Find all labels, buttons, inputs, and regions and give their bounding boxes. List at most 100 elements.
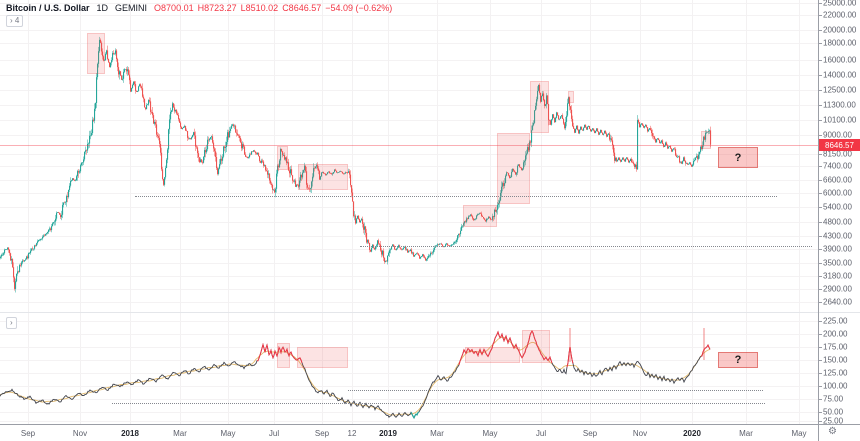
indicator-pane[interactable]	[0, 312, 818, 424]
pane-separator[interactable]	[0, 312, 860, 313]
indicator-axis-tick	[818, 321, 822, 322]
supply-zone[interactable]	[87, 33, 105, 74]
supply-zone[interactable]	[277, 146, 288, 170]
time-axis-label: Mar	[739, 429, 753, 438]
symbol-legend[interactable]: Bitcoin / U.S. Dollar 1D GEMINI O8700.01 H87…	[6, 3, 396, 13]
supply-zone[interactable]	[530, 81, 549, 133]
time-axis-year-label: 2018	[121, 429, 139, 438]
price-axis-label: 4300.00	[823, 231, 852, 241]
main-chart-pane[interactable]	[0, 0, 818, 312]
time-axis-year-label: 2019	[379, 429, 397, 438]
price-axis-tick	[818, 263, 822, 264]
supply-zone[interactable]	[463, 205, 497, 227]
time-axis-label: Mar	[430, 429, 444, 438]
price-axis-label: 7400.00	[823, 161, 852, 171]
grid-line-horizontal	[0, 421, 818, 422]
grid-line-horizontal	[0, 373, 818, 374]
grid-line-horizontal	[0, 249, 818, 250]
grid-line-vertical	[640, 0, 641, 424]
price-axis-tick	[818, 15, 822, 16]
question-zone[interactable]: ?	[718, 352, 758, 368]
current-price-line	[0, 145, 818, 146]
indicator-axis-label: 150.00	[823, 355, 848, 365]
price-axis-tick	[818, 193, 822, 194]
indicator-zone[interactable]	[522, 330, 550, 363]
time-axis-label: May	[482, 429, 498, 438]
indicator-collapse-toggle[interactable]: ›	[6, 317, 17, 329]
price-axis-label: 9000.00	[823, 130, 852, 140]
grid-line-vertical	[352, 0, 353, 424]
grid-line-horizontal	[0, 399, 818, 400]
grid-line-vertical	[590, 0, 591, 424]
grid-line-vertical	[799, 0, 800, 424]
indicator-axis-tick	[818, 347, 822, 348]
grid-line-horizontal	[0, 90, 818, 91]
price-axis-label: 20000.00	[823, 25, 857, 35]
price-axis-tick	[818, 90, 822, 91]
grid-line-horizontal	[0, 135, 818, 136]
price-axis-label: 2640.00	[823, 297, 852, 307]
grid-line-horizontal	[0, 180, 818, 181]
grid-line-vertical	[322, 0, 323, 424]
dotted-indicator-line[interactable]	[348, 390, 763, 391]
indicator-axis-tick	[818, 412, 822, 413]
price-axis-label: 25000.00	[823, 0, 857, 8]
chevron-right-icon: ›	[10, 16, 13, 25]
indicator-zone[interactable]	[703, 328, 705, 360]
time-axis-label: Sep	[20, 429, 36, 438]
indicator-line-series[interactable]	[0, 312, 818, 424]
grid-line-horizontal	[0, 222, 818, 223]
time-axis-label: May	[220, 429, 236, 438]
supply-zone[interactable]	[701, 131, 711, 149]
grid-line-horizontal	[0, 193, 818, 194]
chevron-right-icon: ›	[10, 318, 13, 327]
supply-zone[interactable]	[568, 91, 574, 103]
grid-line-vertical	[80, 0, 81, 424]
supply-zone[interactable]	[497, 133, 530, 204]
indicator-zone[interactable]	[569, 328, 571, 362]
price-axis-label: 16000.00	[823, 55, 857, 65]
indicator-axis-tick	[818, 421, 822, 422]
grid-line-vertical	[490, 0, 491, 424]
price-axis-label: 12500.00	[823, 85, 857, 95]
indicator-axis-label: 200.00	[823, 329, 848, 339]
price-axis-tick	[818, 207, 822, 208]
dotted-support-line[interactable]	[360, 246, 812, 247]
price-axis-label: 5400.00	[823, 202, 852, 212]
supply-zone[interactable]	[298, 164, 348, 190]
indicator-zone[interactable]	[465, 347, 520, 363]
exchange-label[interactable]: GEMINI	[115, 3, 148, 13]
indicator-axis-tick	[818, 386, 822, 387]
grid-line-vertical	[228, 0, 229, 424]
indicator-axis-tick	[818, 334, 822, 335]
symbol-title[interactable]: Bitcoin / U.S. Dollar	[6, 3, 90, 13]
grid-line-horizontal	[0, 302, 818, 303]
gear-icon[interactable]: ⚙	[828, 426, 837, 437]
price-axis-tick	[818, 289, 822, 290]
price-axis-label: 3500.00	[823, 258, 852, 268]
grid-line-horizontal	[0, 412, 818, 413]
candlestick-series[interactable]	[0, 0, 818, 312]
current-price-label: 8646.57	[819, 139, 860, 151]
grid-line-horizontal	[0, 236, 818, 237]
dotted-support-line[interactable]	[135, 196, 777, 197]
question-zone[interactable]: ?	[718, 147, 758, 168]
indicator-zone[interactable]	[297, 347, 348, 368]
price-axis-tick	[818, 302, 822, 303]
time-axis-label: Nov	[72, 429, 88, 438]
time-axis-label: Jul	[535, 429, 547, 438]
grid-line-horizontal	[0, 289, 818, 290]
time-axis-label: May	[791, 429, 807, 438]
interval-label[interactable]: 1D	[96, 3, 109, 13]
price-axis-label: 18000.00	[823, 38, 857, 48]
legend-collapse-toggle[interactable]: › 4	[6, 15, 24, 27]
dotted-indicator-line[interactable]	[112, 403, 765, 404]
indicator-axis-label: 50.00	[823, 407, 844, 417]
price-axis-label: 14000.00	[823, 70, 857, 80]
price-axis-tick	[818, 276, 822, 277]
time-axis-label: Mar	[173, 429, 187, 438]
indicator-zone[interactable]	[277, 343, 290, 368]
price-axis-label: 2900.00	[823, 284, 852, 294]
ohlc-readout: O8700.01 H8723.27 L8510.02 C8646.57 −54.09 (…	[154, 3, 396, 13]
